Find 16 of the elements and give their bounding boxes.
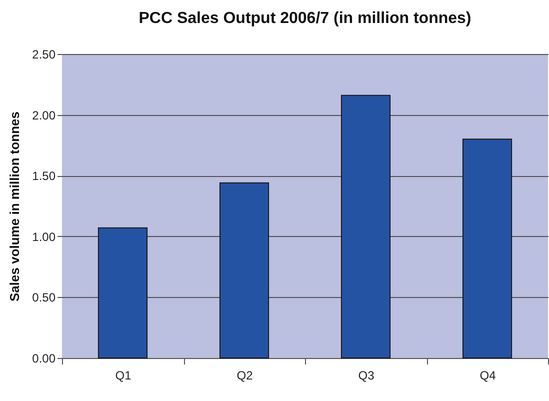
- y-tick-label: 1.00: [32, 230, 56, 244]
- bar: [98, 227, 148, 358]
- bar: [462, 138, 512, 358]
- y-axis-title: Sales volume in million tonnes: [7, 112, 22, 302]
- x-tick-label: Q4: [480, 368, 496, 382]
- bar: [340, 94, 391, 358]
- y-tick-label: 1.50: [32, 169, 56, 184]
- y-tick-label: 2.50: [32, 48, 56, 62]
- y-tick-label: 0.50: [32, 290, 56, 305]
- x-tick-label: Q2: [236, 368, 254, 382]
- x-tick-label: Q1: [115, 368, 132, 382]
- bar: [219, 182, 270, 358]
- chart-title: PCC Sales Output 2006/7 (in million tonnes): [138, 10, 472, 27]
- y-tick-label: 0.00: [32, 352, 56, 366]
- x-tick-label: Q3: [358, 368, 375, 382]
- y-tick-label: 2.00: [32, 108, 56, 122]
